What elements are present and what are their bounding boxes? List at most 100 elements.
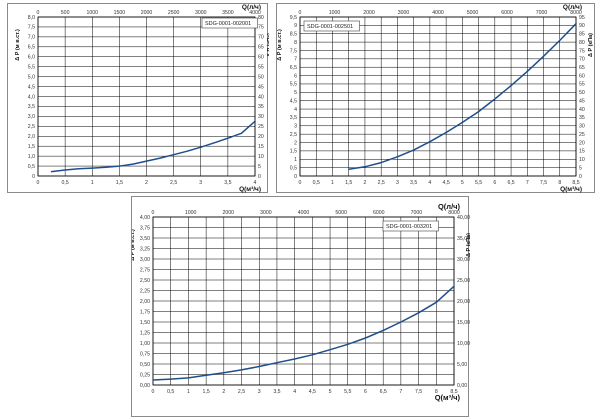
y2-axis-label: Δ P (кПа) <box>466 233 470 257</box>
x-tick-label: 5 <box>329 389 332 395</box>
y-axis-label: Δ P (м в.ст.) <box>132 229 136 261</box>
y-tick-label: 7,0 <box>28 35 35 41</box>
y-tick-label: 2 <box>294 140 297 146</box>
y-tick-label: 3,25 <box>140 246 150 252</box>
x-tick-label: 1,5 <box>116 180 123 186</box>
x-tick-label: 0,5 <box>313 180 320 186</box>
y2-tick-label: 75 <box>258 25 264 31</box>
x-tick-label: 7 <box>399 389 402 395</box>
y-tick-label: 3,00 <box>140 257 150 263</box>
x2-tick-label: 2000 <box>222 210 234 216</box>
x-tick-label: 7 <box>526 180 529 186</box>
x-axis-label: Q(м³/ч) <box>560 186 582 193</box>
x-tick-label: 0,5 <box>167 389 174 395</box>
y-tick-label: 9,5 <box>290 15 297 21</box>
y2-tick-label: 35 <box>258 104 264 110</box>
y2-tick-label: 70 <box>258 35 264 41</box>
y-tick-label: 4,5 <box>290 98 297 104</box>
y-tick-label: 7,5 <box>28 25 35 31</box>
y-tick-label: 5 <box>294 90 297 96</box>
y2-tick-label: 15 <box>258 144 264 150</box>
y-tick-label: 0 <box>294 174 297 180</box>
x2-tick-label: 5000 <box>467 10 479 16</box>
y2-tick-label: 0 <box>258 174 261 180</box>
x-tick-label: 0 <box>299 180 302 186</box>
series-line <box>50 120 256 173</box>
y-tick-label: 0,75 <box>140 351 150 357</box>
y-tick-label: 2,5 <box>290 132 297 138</box>
y-tick-label: 2,75 <box>140 267 150 273</box>
y-tick-label: 0,5 <box>290 165 297 171</box>
y2-tick-label: 50 <box>579 90 585 96</box>
y2-tick-label: 20 <box>258 134 264 140</box>
y2-tick-label: 5 <box>579 165 582 171</box>
y-tick-label: 0,50 <box>140 362 150 368</box>
x-tick-label: 8,5 <box>450 389 457 395</box>
x2-tick-label: 5000 <box>335 210 347 216</box>
x-tick-label: 3,5 <box>273 389 280 395</box>
x2-tick-label: 3000 <box>195 10 207 16</box>
y2-tick-label: 10 <box>258 154 264 160</box>
x-tick-label: 6,5 <box>507 180 514 186</box>
x-tick-label: 7,5 <box>415 389 422 395</box>
y2-axis-label: Δ P (кПа) <box>267 33 269 57</box>
x-tick-label: 6 <box>493 180 496 186</box>
x2-tick-label: 8000 <box>570 10 582 16</box>
x2-tick-label: 1000 <box>329 10 341 16</box>
y-tick-label: 0,25 <box>140 372 150 378</box>
y2-tick-label: 45 <box>258 84 264 90</box>
x-tick-label: 4,5 <box>309 389 316 395</box>
x2-axis-label: Q(л/ч) <box>242 4 261 11</box>
x-tick-label: 0 <box>37 180 40 186</box>
x2-axis-label: Q(л/ч) <box>563 4 582 11</box>
x-tick-label: 3 <box>199 180 202 186</box>
x-tick-label: 3,5 <box>224 180 231 186</box>
x-tick-label: 4 <box>293 389 296 395</box>
y2-tick-label: 0 <box>579 174 582 180</box>
x-tick-label: 0 <box>152 389 155 395</box>
series-line <box>347 22 577 171</box>
plot-area-frame <box>152 216 455 386</box>
chart-1: 0 00,5 51,0 101,5 152,0 202,5 253,0 303,5 354,0 4… <box>15 4 269 193</box>
y-tick-label: 8,0 <box>28 15 35 21</box>
x-tick-label: 2,5 <box>378 180 385 186</box>
model-code-box <box>382 220 439 232</box>
x2-tick-label: 4000 <box>432 10 444 16</box>
x2-tick-label: 7000 <box>411 210 423 216</box>
y-tick-label: 2,0 <box>28 134 35 140</box>
x-tick-label: 5,5 <box>344 389 351 395</box>
y2-tick-label: 30,00 <box>457 257 470 263</box>
y2-tick-label: 30 <box>258 114 264 120</box>
y2-tick-label: 90 <box>579 23 585 29</box>
x-axis-label: Q(м³/ч) <box>239 186 261 193</box>
chart-panel-3: 0,00 0,00 0,25 0,50 5,00 0,75 1,00 10,00 1,25 1,5… <box>131 196 470 417</box>
x-tick-label: 4 <box>254 180 257 186</box>
x-tick-label: 3 <box>396 180 399 186</box>
model-code-box <box>201 17 258 29</box>
x2-tick-label: 0 <box>299 10 302 16</box>
y-tick-label: 7,5 <box>290 48 297 54</box>
x-tick-label: 2 <box>222 389 225 395</box>
y2-tick-label: 75 <box>579 48 585 54</box>
y-tick-label: 3,5 <box>290 115 297 121</box>
x-tick-label: 2,5 <box>170 180 177 186</box>
y2-tick-label: 15 <box>579 149 585 155</box>
x-tick-label: 2 <box>145 180 148 186</box>
y-tick-label: 2,25 <box>140 288 150 294</box>
y2-tick-label: 60 <box>258 55 264 61</box>
y-tick-label: 1,0 <box>28 154 35 160</box>
y-tick-label: 8 <box>294 40 297 46</box>
y2-axis-label: Δ P (кПа) <box>588 33 594 57</box>
x2-tick-label: 3500 <box>222 10 234 16</box>
x-tick-label: 8 <box>435 389 438 395</box>
y2-tick-label: 5,00 <box>457 362 467 368</box>
x2-tick-label: 500 <box>61 10 70 16</box>
x2-tick-label: 7000 <box>536 10 548 16</box>
x-axis-label: Q(м³/ч) <box>435 393 461 402</box>
x2-tick-label: 1000 <box>86 10 98 16</box>
y-tick-label: 0 <box>32 174 35 180</box>
x-tick-label: 8 <box>558 180 561 186</box>
x-tick-label: 1,5 <box>203 389 210 395</box>
x2-tick-label: 6000 <box>501 10 513 16</box>
x-tick-label: 8,5 <box>572 180 579 186</box>
